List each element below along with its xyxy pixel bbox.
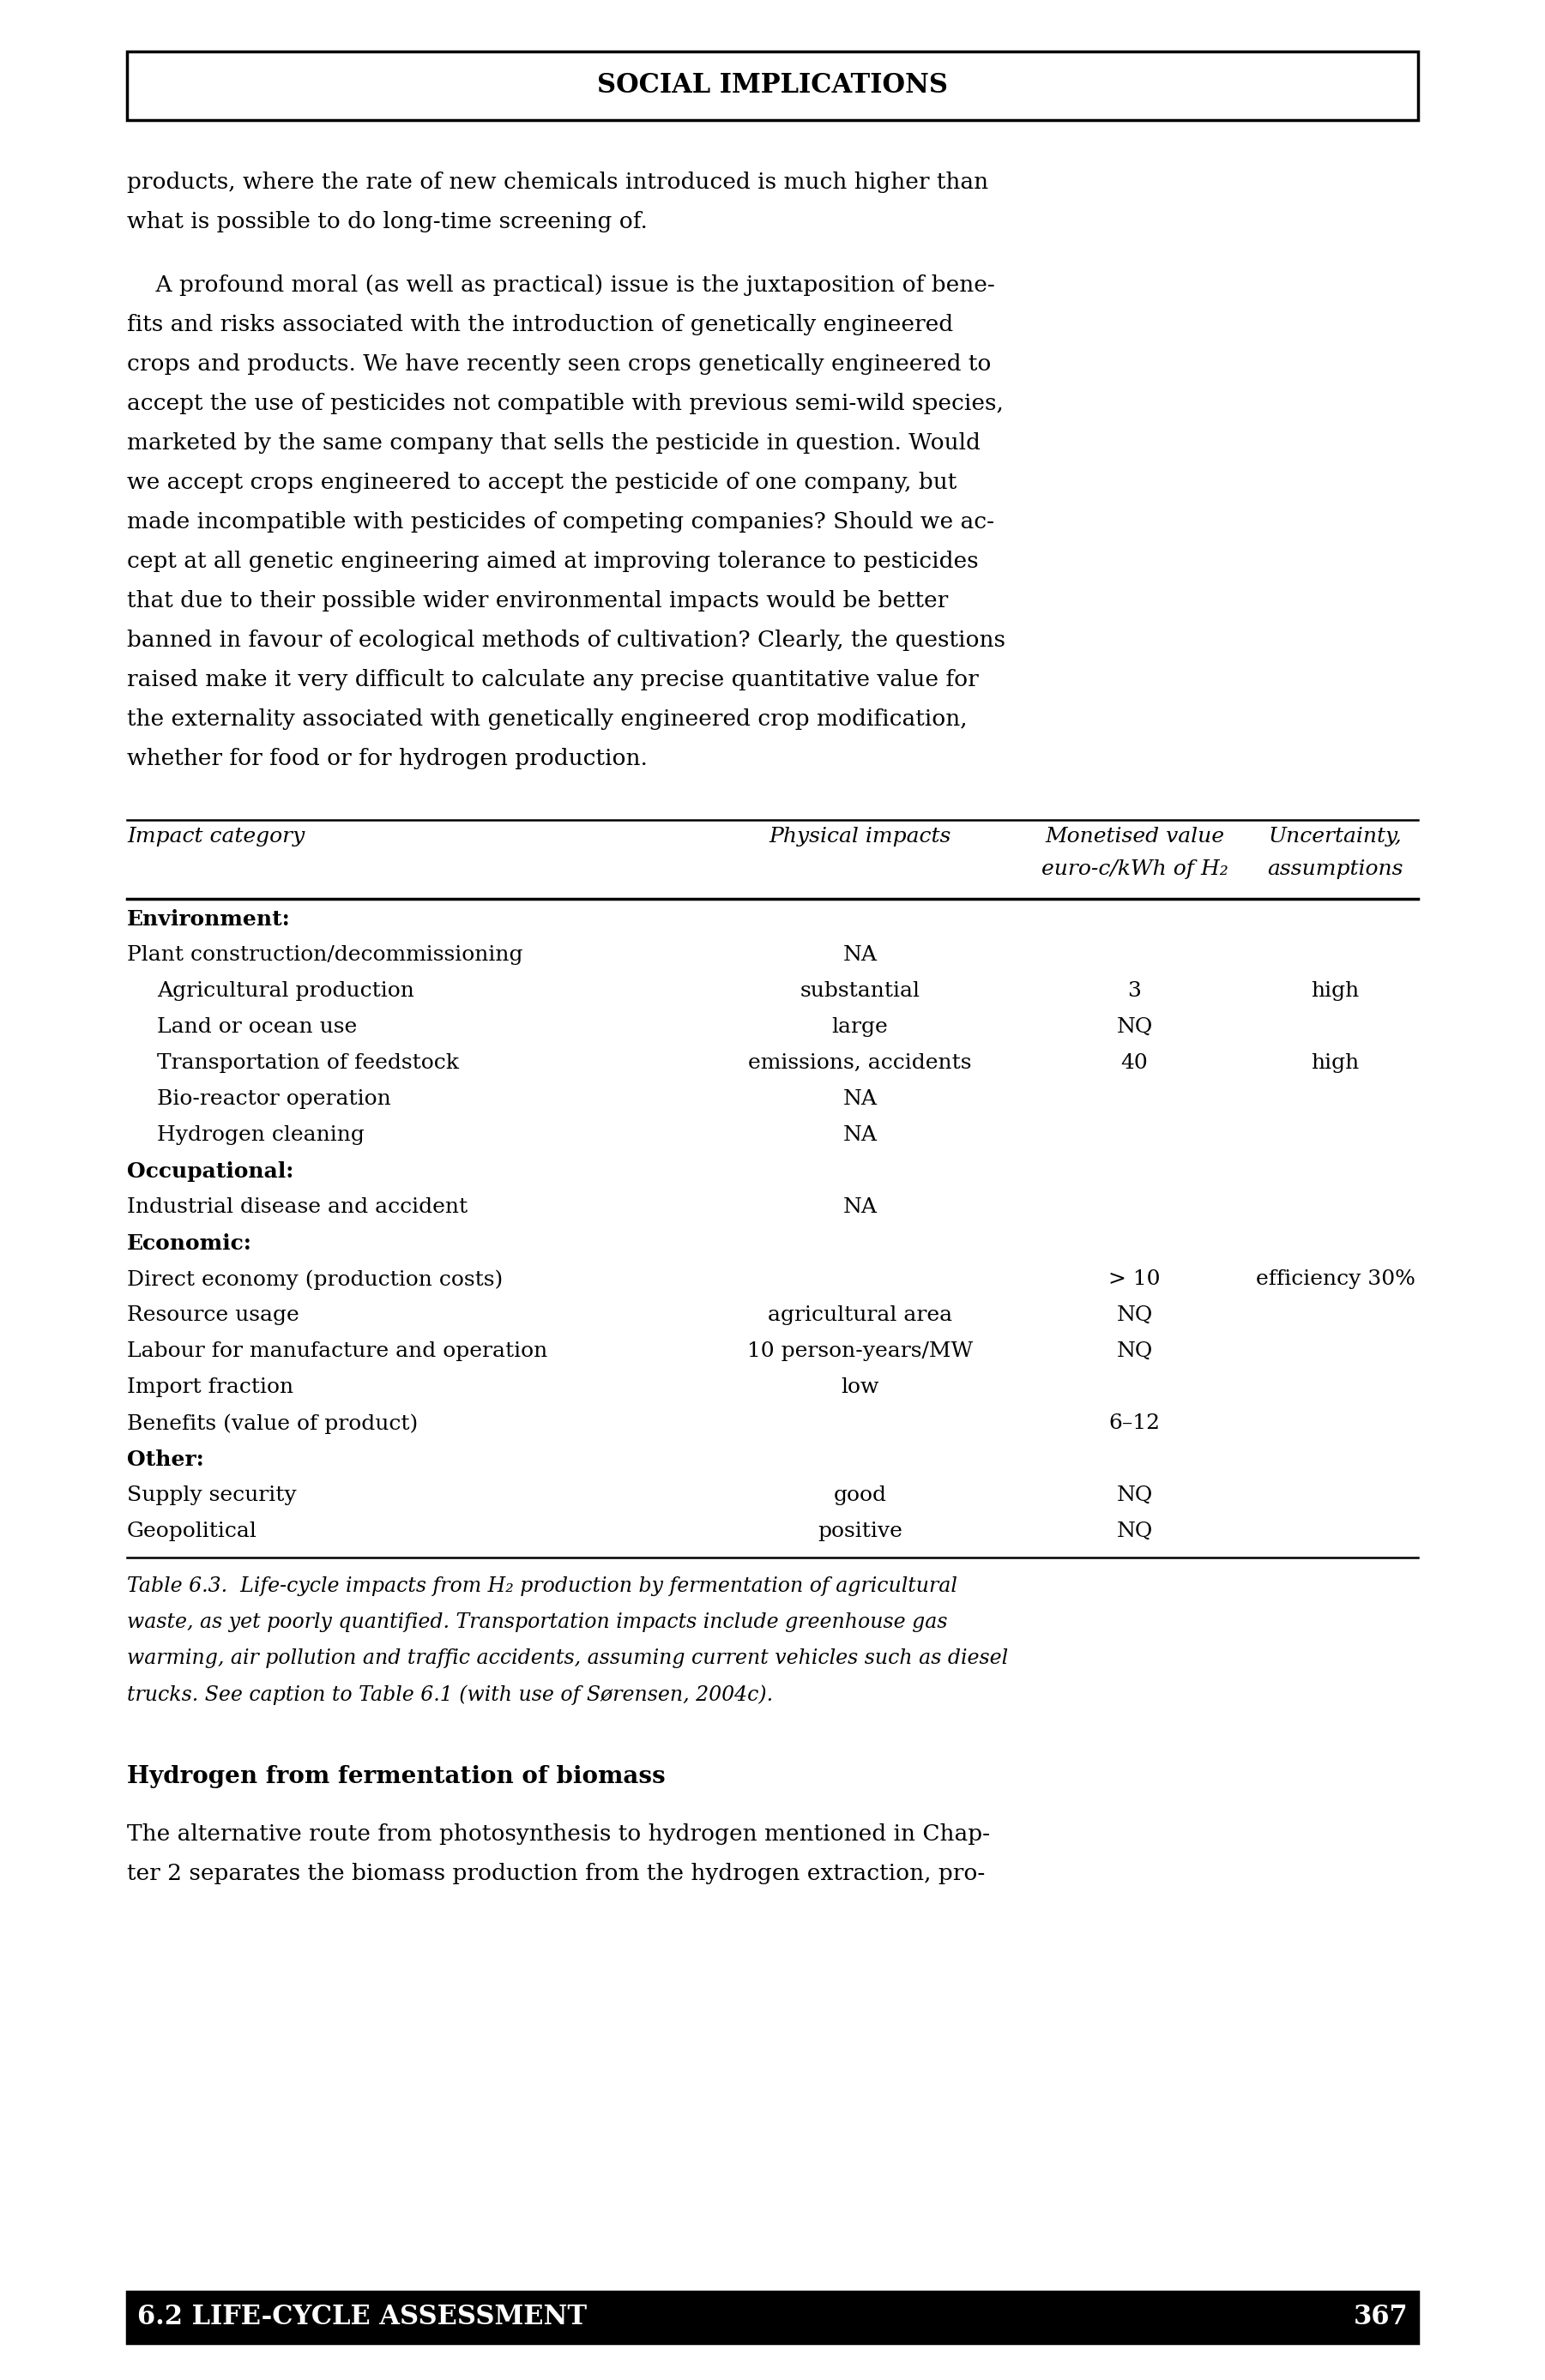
Text: accept the use of pesticides not compatible with previous semi-wild species,: accept the use of pesticides not compati… <box>127 393 1004 414</box>
Text: high: high <box>1312 1054 1360 1073</box>
Text: 367: 367 <box>1353 2304 1407 2330</box>
FancyBboxPatch shape <box>127 52 1418 119</box>
Text: products, where the rate of new chemicals introduced is much higher than: products, where the rate of new chemical… <box>127 171 989 193</box>
Text: > 10: > 10 <box>1109 1269 1160 1290</box>
Text: waste, as yet poorly quantified. Transportation impacts include greenhouse gas: waste, as yet poorly quantified. Transpo… <box>127 1611 947 1633</box>
Text: Land or ocean use: Land or ocean use <box>158 1016 357 1038</box>
Text: NQ: NQ <box>1117 1342 1153 1361</box>
Text: 3: 3 <box>1128 981 1142 1002</box>
Text: NQ: NQ <box>1117 1485 1153 1504</box>
Text: we accept crops engineered to accept the pesticide of one company, but: we accept crops engineered to accept the… <box>127 471 956 493</box>
Text: NA: NA <box>844 1126 878 1145</box>
Text: made incompatible with pesticides of competing companies? Should we ac-: made incompatible with pesticides of com… <box>127 512 995 533</box>
Text: banned in favour of ecological methods of cultivation? Clearly, the questions: banned in favour of ecological methods o… <box>127 631 1006 652</box>
Text: euro-c/kWh of H₂: euro-c/kWh of H₂ <box>1041 859 1228 878</box>
Text: NQ: NQ <box>1117 1521 1153 1542</box>
Text: what is possible to do long-time screening of.: what is possible to do long-time screeni… <box>127 212 647 233</box>
Text: crops and products. We have recently seen crops genetically engineered to: crops and products. We have recently see… <box>127 352 992 374</box>
Text: Environment:: Environment: <box>127 909 290 931</box>
Text: warming, air pollution and traffic accidents, assuming current vehicles such as : warming, air pollution and traffic accid… <box>127 1649 1007 1668</box>
Text: good: good <box>833 1485 887 1504</box>
Text: Direct economy (production costs): Direct economy (production costs) <box>127 1269 504 1290</box>
Text: raised make it very difficult to calculate any precise quantitative value for: raised make it very difficult to calcula… <box>127 669 978 690</box>
Text: Import fraction: Import fraction <box>127 1378 294 1397</box>
Text: Bio-reactor operation: Bio-reactor operation <box>158 1090 391 1109</box>
Text: Other:: Other: <box>127 1449 204 1471</box>
Text: Hydrogen from fermentation of biomass: Hydrogen from fermentation of biomass <box>127 1766 666 1787</box>
Text: NA: NA <box>844 945 878 964</box>
Text: Geopolitical: Geopolitical <box>127 1521 258 1542</box>
Text: Agricultural production: Agricultural production <box>158 981 414 1002</box>
Text: Physical impacts: Physical impacts <box>769 826 952 847</box>
Text: Supply security: Supply security <box>127 1485 297 1504</box>
Text: 40: 40 <box>1120 1054 1148 1073</box>
Text: NA: NA <box>844 1197 878 1216</box>
Text: large: large <box>831 1016 888 1038</box>
Text: low: low <box>840 1378 879 1397</box>
Text: SOCIAL IMPLICATIONS: SOCIAL IMPLICATIONS <box>596 71 949 100</box>
Text: fits and risks associated with the introduction of genetically engineered: fits and risks associated with the intro… <box>127 314 953 336</box>
Text: trucks. See caption to Table 6.1 (with use of Sørensen, 2004c).: trucks. See caption to Table 6.1 (with u… <box>127 1685 772 1704</box>
Text: assumptions: assumptions <box>1267 859 1403 878</box>
Text: whether for food or for hydrogen production.: whether for food or for hydrogen product… <box>127 747 647 769</box>
Text: Hydrogen cleaning: Hydrogen cleaning <box>158 1126 365 1145</box>
Text: positive: positive <box>817 1521 902 1542</box>
Text: Labour for manufacture and operation: Labour for manufacture and operation <box>127 1342 547 1361</box>
Text: Impact category: Impact category <box>127 826 304 847</box>
FancyBboxPatch shape <box>127 2292 1418 2344</box>
Text: Occupational:: Occupational: <box>127 1161 294 1183</box>
Text: Benefits (value of product): Benefits (value of product) <box>127 1414 419 1433</box>
Text: ter 2 separates the biomass production from the hydrogen extraction, pro-: ter 2 separates the biomass production f… <box>127 1864 986 1885</box>
Text: 6–12: 6–12 <box>1109 1414 1160 1433</box>
Text: agricultural area: agricultural area <box>768 1304 952 1326</box>
Text: Uncertainty,: Uncertainty, <box>1268 826 1401 847</box>
Text: 6.2 LIFE-CYCLE ASSESSMENT: 6.2 LIFE-CYCLE ASSESSMENT <box>138 2304 587 2330</box>
Text: Transportation of feedstock: Transportation of feedstock <box>158 1054 459 1073</box>
Text: A profound moral (as well as practical) issue is the juxtaposition of bene-: A profound moral (as well as practical) … <box>127 274 995 295</box>
Text: 10 person-years/MW: 10 person-years/MW <box>748 1342 973 1361</box>
Text: substantial: substantial <box>800 981 921 1002</box>
Text: The alternative route from photosynthesis to hydrogen mentioned in Chap-: The alternative route from photosynthesi… <box>127 1823 990 1844</box>
Text: that due to their possible wider environmental impacts would be better: that due to their possible wider environ… <box>127 590 949 612</box>
Text: Plant construction/decommissioning: Plant construction/decommissioning <box>127 945 522 964</box>
Text: cept at all genetic engineering aimed at improving tolerance to pesticides: cept at all genetic engineering aimed at… <box>127 550 978 571</box>
Text: efficiency 30%: efficiency 30% <box>1256 1269 1415 1290</box>
Text: the externality associated with genetically engineered crop modification,: the externality associated with genetica… <box>127 709 967 731</box>
Text: NA: NA <box>844 1090 878 1109</box>
Text: emissions, accidents: emissions, accidents <box>748 1054 972 1073</box>
Text: Monetised value: Monetised value <box>1044 826 1224 847</box>
Text: marketed by the same company that sells the pesticide in question. Would: marketed by the same company that sells … <box>127 433 981 455</box>
Text: NQ: NQ <box>1117 1016 1153 1038</box>
Text: NQ: NQ <box>1117 1304 1153 1326</box>
Text: Table 6.3.  Life-cycle impacts from H₂ production by fermentation of agricultura: Table 6.3. Life-cycle impacts from H₂ pr… <box>127 1576 958 1597</box>
Text: Resource usage: Resource usage <box>127 1304 300 1326</box>
Text: Industrial disease and accident: Industrial disease and accident <box>127 1197 468 1216</box>
Text: Economic:: Economic: <box>127 1233 252 1254</box>
Text: high: high <box>1312 981 1360 1002</box>
